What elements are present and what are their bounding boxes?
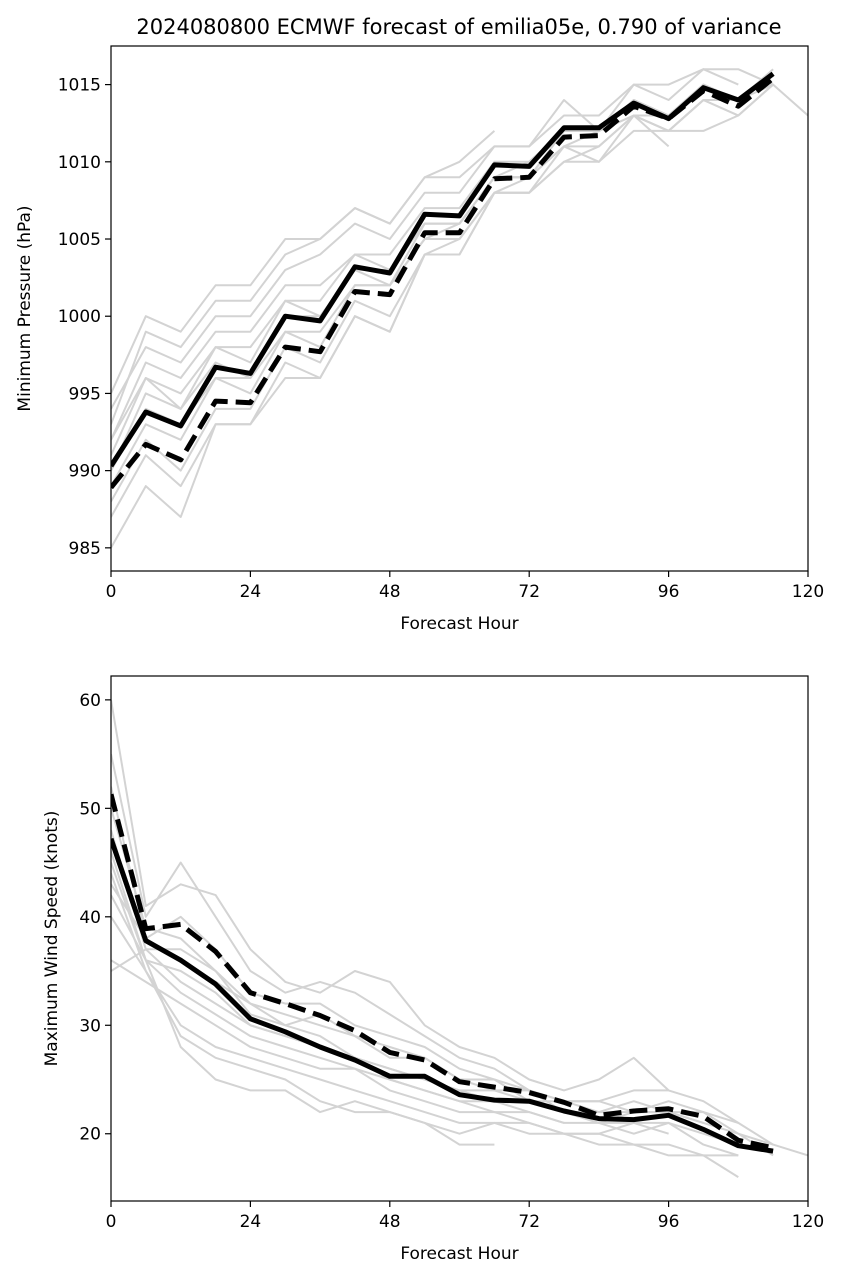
- wind-x-tick-label: 48: [379, 1212, 401, 1232]
- wind-x-ticks: 0 24 48 72 96 120: [106, 1201, 824, 1232]
- wind-y-tick-label: 30: [79, 1016, 101, 1036]
- wind-y-tick-label: 60: [79, 691, 101, 711]
- wind-y-tick-label: 40: [79, 908, 101, 928]
- pressure-ensemble-lines: [111, 68, 808, 549]
- pressure-x-tick-label: 120: [792, 582, 824, 602]
- pressure-main-lines: [111, 71, 775, 490]
- pressure-x-tick-label: 72: [518, 582, 540, 602]
- pressure-y-tick-label: 1010: [58, 153, 101, 173]
- pressure-plot-frame: [110, 45, 809, 572]
- wind-x-tick-label: 24: [240, 1212, 262, 1232]
- pressure-ensemble-line: [111, 130, 496, 394]
- pressure-x-ticks: 0 24 48 72 96 120: [106, 571, 824, 602]
- pressure-x-tick-label: 0: [106, 582, 117, 602]
- wind-x-tick-label: 96: [658, 1212, 680, 1232]
- wind-y-ticks: 20 30 40 50 60: [79, 691, 111, 1145]
- pressure-y-ticks: 985 990 995 1000 1005 1010 1015: [58, 76, 111, 559]
- wind-panel: 0 24 48 72 96 120 20 30 40 50 60 Forecast Hour Ma…: [42, 675, 824, 1264]
- pressure-x-tick-label: 96: [658, 582, 680, 602]
- pressure-x-tick-label: 24: [240, 582, 262, 602]
- pressure-x-axis-label: Forecast Hour: [400, 614, 518, 634]
- pressure-y-tick-label: 1005: [58, 230, 101, 250]
- pressure-y-tick-label: 1015: [58, 76, 101, 96]
- wind-ensemble-line: [111, 916, 495, 1146]
- wind-x-tick-label: 120: [792, 1212, 824, 1232]
- wind-x-tick-label: 72: [518, 1212, 540, 1232]
- pressure-ensemble-line: [111, 68, 739, 410]
- wind-y-axis-label: Maximum Wind Speed (knots): [42, 811, 62, 1067]
- pressure-y-tick-label: 985: [69, 539, 101, 559]
- pressure-ensemble-line: [111, 114, 670, 549]
- wind-main-lines: [111, 793, 774, 1154]
- wind-plot-frame: [110, 675, 809, 1202]
- pressure-y-tick-label: 1000: [58, 307, 101, 327]
- pressure-ensemble-line: [111, 68, 808, 425]
- pressure-panel: 0 24 48 72 96 120 985 990 995 1000 1005 1010 1015 F…: [15, 45, 824, 634]
- wind-ensemble-line: [111, 873, 739, 1178]
- wind-dashed-line: [111, 793, 774, 1151]
- pressure-x-tick-label: 48: [379, 582, 401, 602]
- pressure-y-tick-label: 995: [69, 384, 101, 404]
- pressure-y-tick-label: 990: [69, 462, 101, 482]
- wind-x-tick-label: 0: [106, 1212, 117, 1232]
- wind-y-tick-label: 20: [79, 1125, 101, 1145]
- wind-x-axis-label: Forecast Hour: [400, 1244, 518, 1264]
- pressure-y-axis-label: Minimum Pressure (hPa): [15, 205, 35, 411]
- pressure-ensemble-line: [111, 114, 669, 472]
- pressure-dashed-line: [111, 76, 775, 490]
- wind-ensemble-line: [111, 753, 808, 1157]
- wind-ensemble-line: [111, 959, 565, 1124]
- wind-ensemble-line: [111, 699, 670, 1092]
- wind-solid-line: [111, 837, 774, 1154]
- figure-title: 2024080800 ECMWF forecast of emilia05e, …: [136, 15, 781, 39]
- wind-y-tick-label: 50: [79, 799, 101, 819]
